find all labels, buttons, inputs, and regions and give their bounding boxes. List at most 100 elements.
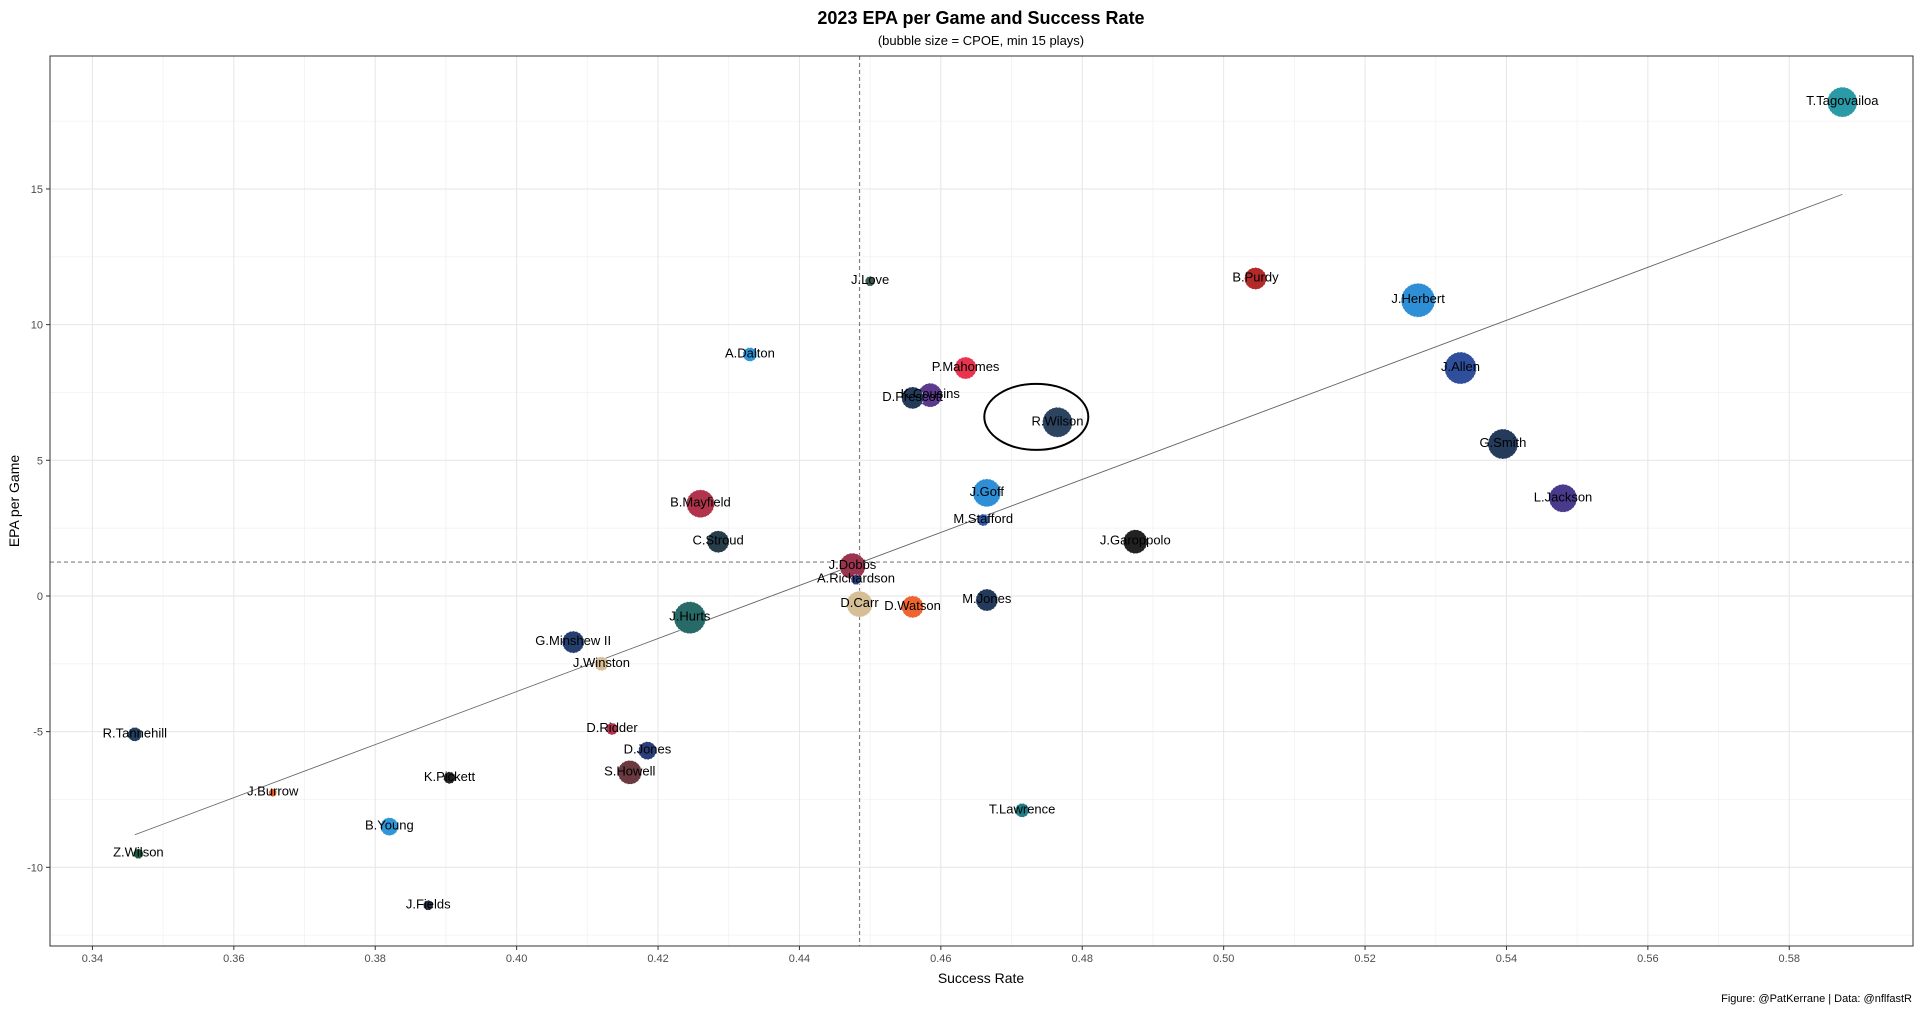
point-bubble bbox=[422, 899, 434, 911]
highlight-ellipse bbox=[983, 382, 1090, 451]
point-bubble bbox=[972, 478, 1002, 508]
point-label: J.Herbert bbox=[1391, 291, 1445, 306]
y-tick-label: 10 bbox=[31, 320, 43, 332]
point-bubble bbox=[1548, 483, 1578, 513]
point-bubble bbox=[617, 759, 643, 785]
y-tick-label: -5 bbox=[33, 727, 43, 739]
point-label: A.Dalton bbox=[725, 345, 775, 360]
y-axis-ticks: -10 -5 0 5 10 15 bbox=[27, 184, 50, 874]
grid-major bbox=[50, 56, 1913, 946]
point-label: D.Watson bbox=[884, 598, 941, 613]
point-bubble bbox=[380, 817, 399, 836]
point-label: J.Fields bbox=[406, 896, 451, 911]
point-bubble bbox=[1400, 282, 1436, 318]
point-bubble bbox=[917, 382, 943, 408]
point-label: S.Howell bbox=[604, 763, 655, 778]
point-label: J.Allen bbox=[1441, 359, 1480, 374]
chart-caption: Figure: @PatKerrane | Data: @nflfastR bbox=[1721, 993, 1912, 1005]
point-label: B.Mayfield bbox=[670, 495, 731, 510]
x-tick-label: 0.52 bbox=[1354, 953, 1375, 965]
point-label: C.Stroud bbox=[692, 533, 743, 548]
y-tick-label: -10 bbox=[27, 862, 43, 874]
point-label: D.Carr bbox=[840, 595, 879, 610]
point-bubble bbox=[1826, 86, 1858, 118]
point-label: J.Hurts bbox=[669, 609, 711, 624]
x-tick-label: 0.38 bbox=[365, 953, 386, 965]
point-labels-group: T.Tagovailoa B.Purdy J.Herbert J.Allen G.Smi… bbox=[103, 93, 1880, 911]
y-tick-label: 15 bbox=[31, 184, 43, 196]
x-tick-label: 0.40 bbox=[506, 953, 527, 965]
point-label: J.Dobbs bbox=[829, 557, 877, 572]
point-bubble bbox=[850, 574, 862, 586]
point-label: M.Stafford bbox=[953, 511, 1013, 526]
point-label: J.Winston bbox=[573, 655, 630, 670]
point-bubble bbox=[839, 552, 866, 580]
point-bubble bbox=[954, 356, 977, 380]
point-bubble bbox=[1014, 802, 1030, 818]
point-bubble bbox=[706, 530, 730, 554]
reference-lines bbox=[50, 56, 1913, 946]
point-bubble bbox=[846, 590, 873, 618]
point-label: L.Jackson bbox=[1534, 489, 1593, 504]
x-tick-label: 0.54 bbox=[1496, 953, 1517, 965]
x-tick-label: 0.36 bbox=[223, 953, 244, 965]
x-tick-label: 0.50 bbox=[1213, 953, 1234, 965]
point-bubble bbox=[127, 727, 143, 742]
x-axis-ticks: 0.34 0.36 0.38 0.40 0.42 0.44 0.46 0.48 0.50 0.52… bbox=[82, 946, 1800, 965]
x-axis-title: Success Rate bbox=[938, 970, 1025, 986]
y-tick-label: 5 bbox=[37, 455, 43, 467]
point-bubble bbox=[605, 722, 619, 736]
x-tick-label: 0.56 bbox=[1637, 953, 1658, 965]
point-bubble bbox=[1042, 406, 1073, 438]
point-label: B.Young bbox=[365, 818, 414, 833]
point-label: T.Tagovailoa bbox=[1806, 93, 1879, 108]
chart-title: 2023 EPA per Game and Success Rate bbox=[817, 8, 1144, 28]
x-tick-label: 0.42 bbox=[647, 953, 668, 965]
y-tick-label: 0 bbox=[37, 591, 43, 603]
x-tick-label: 0.44 bbox=[789, 953, 810, 965]
point-bubble bbox=[901, 386, 924, 410]
point-label: D.Prescott bbox=[882, 389, 943, 404]
point-bubble bbox=[268, 788, 278, 798]
point-bubble bbox=[594, 656, 609, 672]
point-label: B.Purdy bbox=[1232, 270, 1279, 285]
point-bubble bbox=[1487, 428, 1519, 460]
point-label: G.Smith bbox=[1479, 435, 1526, 450]
point-label: J.Burrow bbox=[247, 784, 299, 799]
point-label: D.Jones bbox=[624, 742, 672, 757]
x-tick-label: 0.48 bbox=[1072, 953, 1093, 965]
plot-panel-border bbox=[49, 55, 1914, 947]
point-bubble bbox=[133, 848, 144, 860]
y-axis-title: EPA per Game bbox=[6, 455, 22, 548]
point-bubble bbox=[975, 588, 999, 612]
point-label: K.Cousins bbox=[901, 386, 961, 401]
grid-minor bbox=[50, 56, 1913, 946]
trend-line bbox=[134, 193, 1843, 836]
point-bubble bbox=[1122, 529, 1148, 555]
point-label: A.Richardson bbox=[817, 571, 895, 586]
point-label: J.Goff bbox=[970, 484, 1005, 499]
point-bubble bbox=[864, 275, 876, 287]
x-tick-label: 0.58 bbox=[1779, 953, 1800, 965]
point-label: J.Love bbox=[851, 272, 889, 287]
point-label: R.Wilson bbox=[1031, 413, 1083, 428]
point-label: K.Pickett bbox=[424, 769, 476, 784]
point-label: G.Minshew II bbox=[535, 633, 611, 648]
point-bubble bbox=[443, 771, 456, 785]
x-tick-label: 0.34 bbox=[82, 953, 103, 965]
point-bubble bbox=[1444, 351, 1477, 385]
point-label: D.Ridder bbox=[586, 720, 638, 735]
point-bubble bbox=[638, 741, 657, 760]
point-bubble bbox=[673, 601, 707, 635]
trend-line-group bbox=[134, 193, 1843, 836]
point-bubble bbox=[901, 595, 924, 619]
point-bubble bbox=[976, 513, 990, 527]
points-group bbox=[127, 86, 1858, 911]
point-label: R.Tannehill bbox=[103, 725, 167, 740]
point-label: M.Jones bbox=[962, 591, 1012, 606]
point-bubble bbox=[742, 347, 758, 362]
point-label: Z.Wilson bbox=[113, 845, 164, 860]
point-label: T.Lawrence bbox=[989, 801, 1055, 816]
point-label: P.Mahomes bbox=[932, 359, 1000, 374]
